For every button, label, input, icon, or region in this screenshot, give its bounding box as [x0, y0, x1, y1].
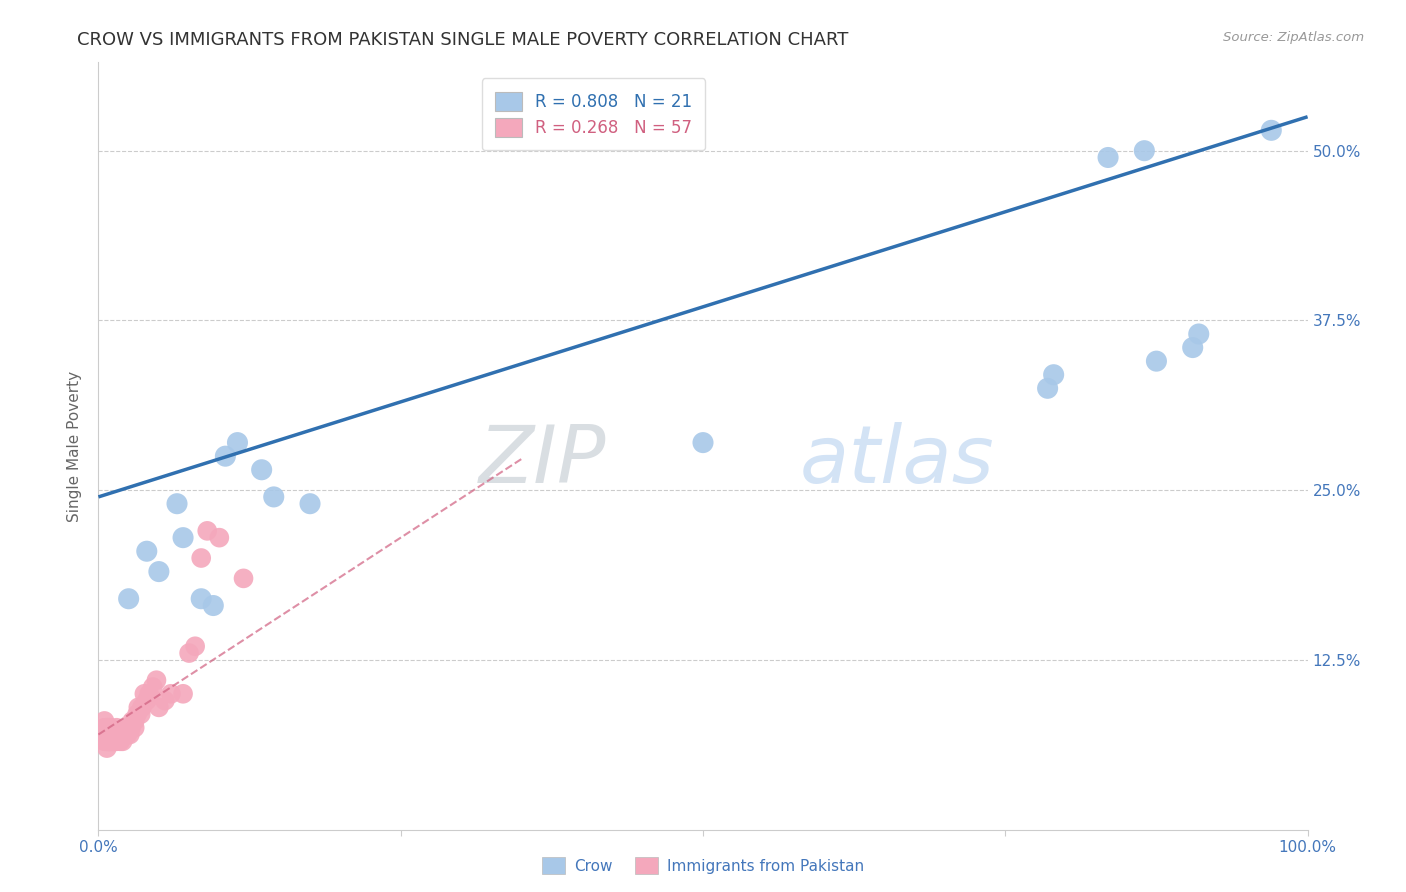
Point — [98, 727, 121, 741]
Text: ZIP: ZIP — [479, 422, 606, 500]
Point — [148, 565, 170, 579]
Point — [96, 741, 118, 756]
Point — [93, 727, 115, 741]
Point — [103, 734, 125, 748]
Point — [98, 734, 121, 748]
Point — [1097, 151, 1119, 165]
Point — [135, 693, 157, 707]
Text: Source: ZipAtlas.com: Source: ZipAtlas.com — [1223, 31, 1364, 45]
Point — [103, 727, 125, 741]
Point — [93, 721, 115, 735]
Text: CROW VS IMMIGRANTS FROM PAKISTAN SINGLE MALE POVERTY CORRELATION CHART: CROW VS IMMIGRANTS FROM PAKISTAN SINGLE … — [77, 31, 849, 49]
Point — [190, 551, 212, 566]
Point — [97, 721, 120, 735]
Point — [114, 727, 136, 741]
Point — [96, 721, 118, 735]
Point — [138, 687, 160, 701]
Point — [121, 714, 143, 728]
Point — [160, 687, 183, 701]
Point — [131, 700, 153, 714]
Point — [263, 490, 285, 504]
Point — [97, 734, 120, 748]
Point — [1042, 368, 1064, 382]
Point — [118, 721, 141, 735]
Point — [148, 700, 170, 714]
Point — [124, 721, 146, 735]
Point — [117, 727, 139, 741]
Point — [111, 734, 134, 748]
Point — [142, 680, 165, 694]
Point — [299, 497, 322, 511]
Point — [153, 693, 176, 707]
Point — [111, 727, 134, 741]
Point — [166, 497, 188, 511]
Point — [105, 727, 128, 741]
Text: atlas: atlas — [800, 422, 994, 500]
Point — [1260, 123, 1282, 137]
Point — [1181, 341, 1204, 355]
Point — [127, 707, 149, 722]
Point — [190, 591, 212, 606]
Point — [115, 721, 138, 735]
Point — [105, 734, 128, 748]
Point — [96, 727, 118, 741]
Y-axis label: Single Male Poverty: Single Male Poverty — [67, 370, 83, 522]
Point — [96, 734, 118, 748]
Point — [1133, 144, 1156, 158]
Point — [100, 727, 122, 741]
Point — [101, 727, 124, 741]
Point — [101, 734, 124, 748]
Point — [127, 700, 149, 714]
Point — [135, 544, 157, 558]
Point — [172, 687, 194, 701]
Point — [202, 599, 225, 613]
Point — [172, 531, 194, 545]
Point — [184, 640, 207, 654]
Point — [1188, 326, 1211, 341]
Point — [108, 734, 131, 748]
Point — [100, 734, 122, 748]
Point — [195, 524, 218, 538]
Point — [110, 727, 132, 741]
Point — [93, 734, 115, 748]
Point — [145, 673, 167, 688]
Point — [105, 721, 128, 735]
Point — [208, 531, 231, 545]
Point — [250, 463, 273, 477]
Point — [226, 435, 249, 450]
Legend: Crow, Immigrants from Pakistan: Crow, Immigrants from Pakistan — [536, 851, 870, 880]
Point — [97, 727, 120, 741]
Point — [232, 571, 254, 585]
Point — [129, 707, 152, 722]
Point — [134, 687, 156, 701]
Point — [1036, 381, 1059, 395]
Point — [124, 714, 146, 728]
Point — [100, 721, 122, 735]
Point — [692, 435, 714, 450]
Point — [118, 591, 141, 606]
Point — [214, 449, 236, 463]
Point — [120, 721, 142, 735]
Point — [108, 727, 131, 741]
Point — [93, 714, 115, 728]
Legend: R = 0.808   N = 21, R = 0.268   N = 57: R = 0.808 N = 21, R = 0.268 N = 57 — [482, 78, 706, 150]
Point — [1146, 354, 1168, 368]
Point — [179, 646, 201, 660]
Point — [118, 727, 141, 741]
